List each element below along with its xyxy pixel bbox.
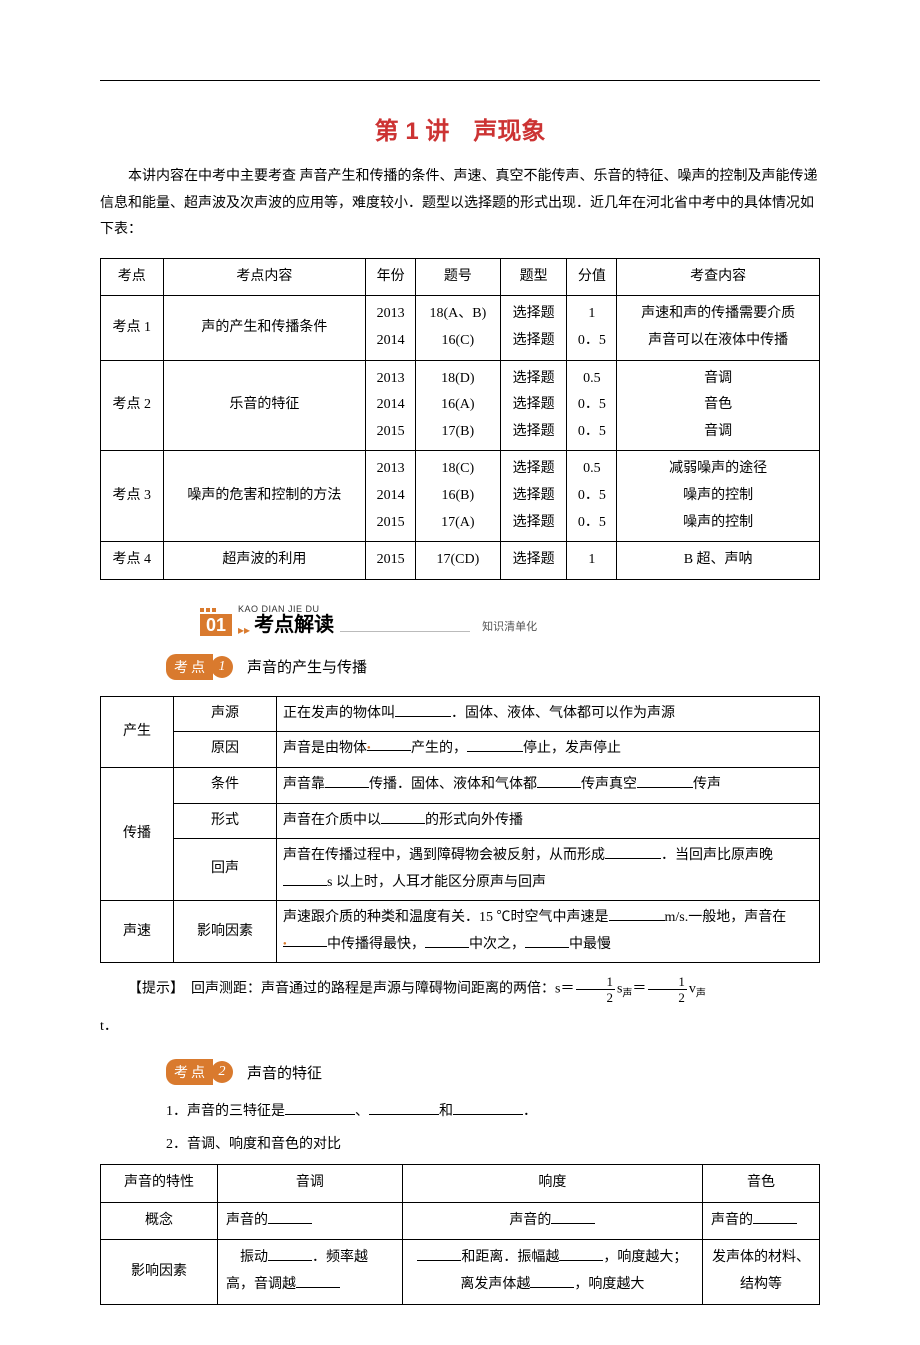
cell-r1: 正在发声的物体叫．固体、液体、气体都可以作为声源 bbox=[277, 696, 820, 732]
table-cell: 声速和声的传播需要介质声音可以在液体中传播 bbox=[617, 296, 820, 360]
cell-reason: 原因 bbox=[174, 732, 277, 768]
table-cell: 18(D)16(A)17(B) bbox=[416, 360, 501, 451]
kd-label: 考点 bbox=[166, 1059, 213, 1085]
exam-table: 考点 考点内容 年份 题号 题型 分值 考查内容 考点 1声的产生和传播条件20… bbox=[100, 258, 820, 580]
badge-title: 考点解读 bbox=[254, 614, 334, 636]
cell-form: 形式 bbox=[174, 803, 277, 839]
badge-number: 01 bbox=[200, 614, 232, 636]
cmp-h2: 响度 bbox=[402, 1165, 702, 1203]
table-cell: 0.50．50．5 bbox=[567, 360, 617, 451]
table-row: 考点 4超声波的利用201517(CD)选择题1B 超、声呐 bbox=[101, 542, 820, 580]
table-cell: 18(C)16(B)17(A) bbox=[416, 451, 501, 542]
table-cell: 噪声的危害和控制的方法 bbox=[163, 451, 366, 542]
kd2-badge: 考点 2 声音的特征 bbox=[166, 1059, 322, 1085]
cmp-r2c: 发声体的材料、结构等 bbox=[702, 1240, 819, 1304]
table-cell: 17(CD) bbox=[416, 542, 501, 580]
cmp-r1b: 声音的 bbox=[402, 1202, 702, 1240]
cell-condition: 条件 bbox=[174, 767, 277, 803]
table-cell: B 超、声呐 bbox=[617, 542, 820, 580]
th-num: 题号 bbox=[416, 258, 501, 296]
cmp-h0: 声音的特性 bbox=[101, 1165, 218, 1203]
cell-source: 声源 bbox=[174, 696, 277, 732]
kd2-line1: 1．声音的三特征是、和． bbox=[166, 1099, 820, 1126]
kd2-line2: 2．音调、响度和音色的对比 bbox=[166, 1132, 820, 1159]
badge-arrows-icon: ▸▸ bbox=[238, 624, 250, 636]
cell-echo: 回声 bbox=[174, 839, 277, 901]
table-row: 考点 3噪声的危害和控制的方法20132014201518(C)16(B)17(… bbox=[101, 451, 820, 542]
table-row: 考点 1声的产生和传播条件2013201418(A、B)16(C)选择题选择题1… bbox=[101, 296, 820, 360]
th-score: 分值 bbox=[567, 258, 617, 296]
table-cell: 201320142015 bbox=[366, 360, 416, 451]
table-cell: 20132014 bbox=[366, 296, 416, 360]
top-rule bbox=[100, 80, 820, 81]
kd2-title: 声音的特征 bbox=[247, 1062, 322, 1083]
tip-paragraph-2: t． bbox=[100, 1014, 820, 1041]
table-cell: 201320142015 bbox=[366, 451, 416, 542]
cell-propagate: 传播 bbox=[101, 767, 174, 900]
th-desc: 考查内容 bbox=[617, 258, 820, 296]
th-type: 题型 bbox=[500, 258, 567, 296]
table-cell: 音调音色音调 bbox=[617, 360, 820, 451]
lecture-title: 第 1 讲 声现象 bbox=[100, 111, 820, 146]
table-cell: 选择题选择题选择题 bbox=[500, 451, 567, 542]
table-cell: 考点 2 bbox=[101, 360, 164, 451]
cmp-r1a: 声音的 bbox=[218, 1202, 403, 1240]
table-header-row: 考点 考点内容 年份 题号 题型 分值 考查内容 bbox=[101, 258, 820, 296]
th-content: 考点内容 bbox=[163, 258, 366, 296]
th-year: 年份 bbox=[366, 258, 416, 296]
kd-number: 1 bbox=[211, 656, 233, 678]
kd1-title: 声音的产生与传播 bbox=[247, 656, 367, 677]
table-cell: 考点 1 bbox=[101, 296, 164, 360]
cell-r3: 声音靠传播．固体、液体和气体都传声真空传声 bbox=[277, 767, 820, 803]
table-cell: 0.50．50．5 bbox=[567, 451, 617, 542]
cell-speed: 声速 bbox=[101, 901, 174, 963]
table-cell: 超声波的利用 bbox=[163, 542, 366, 580]
table-row: 考点 2乐音的特征20132014201518(D)16(A)17(B)选择题选… bbox=[101, 360, 820, 451]
badge-pinyin: KAO DIAN JIE DU bbox=[238, 604, 334, 614]
cell-r4: 声音在介质中以的形式向外传播 bbox=[277, 803, 820, 839]
cell-r6: 声速跟介质的种类和温度有关．15 ℃时空气中声速是m/s.一般地，声音在●中传播… bbox=[277, 901, 820, 963]
th-kd: 考点 bbox=[101, 258, 164, 296]
cmp-r1c: 声音的 bbox=[702, 1202, 819, 1240]
cmp-r2k: 影响因素 bbox=[101, 1240, 218, 1304]
table-cell: 选择题 bbox=[500, 542, 567, 580]
kd-label: 考点 bbox=[166, 654, 213, 680]
badge-subtitle: 知识清单化 bbox=[482, 618, 537, 634]
cell-r2: 声音是由物体●产生的，停止，发声停止 bbox=[277, 732, 820, 768]
tip-paragraph: 【提示】 回声测距：声音通过的路程是声源与障碍物间距离的两倍：s＝12s声＝12… bbox=[100, 975, 820, 1004]
table-cell: 18(A、B)16(C) bbox=[416, 296, 501, 360]
cmp-r2b: 和距离．振幅越，响度越大；离发声体越，响度越大 bbox=[402, 1240, 702, 1304]
cmp-h1: 音调 bbox=[218, 1165, 403, 1203]
table-cell: 声的产生和传播条件 bbox=[163, 296, 366, 360]
cmp-r2a: 振动．频率越高，音调越 bbox=[218, 1240, 403, 1304]
cell-r5: 声音在传播过程中，遇到障碍物会被反射，从而形成．当回声比原声晚s 以上时，人耳才… bbox=[277, 839, 820, 901]
table-cell: 2015 bbox=[366, 542, 416, 580]
table-cell: 减弱噪声的途径噪声的控制噪声的控制 bbox=[617, 451, 820, 542]
intro-paragraph: 本讲内容在中考中主要考查 声音产生和传播的条件、声速、真空不能传声、乐音的特征、… bbox=[100, 164, 820, 244]
cell-produce: 产生 bbox=[101, 696, 174, 767]
table-cell: 选择题选择题选择题 bbox=[500, 360, 567, 451]
table-cell: 考点 4 bbox=[101, 542, 164, 580]
cmp-r1k: 概念 bbox=[101, 1202, 218, 1240]
kd-number: 2 bbox=[211, 1061, 233, 1083]
table-cell: 考点 3 bbox=[101, 451, 164, 542]
table-cell: 10．5 bbox=[567, 296, 617, 360]
kd2-compare-table: 声音的特性 音调 响度 音色 概念 声音的 声音的 声音的 影响因素 振动．频率… bbox=[100, 1164, 820, 1304]
table-cell: 1 bbox=[567, 542, 617, 580]
table-cell: 乐音的特征 bbox=[163, 360, 366, 451]
cmp-h3: 音色 bbox=[702, 1165, 819, 1203]
cell-factor: 影响因素 bbox=[174, 901, 277, 963]
table-cell: 选择题选择题 bbox=[500, 296, 567, 360]
kd1-table: 产生 声源 正在发声的物体叫．固体、液体、气体都可以作为声源 原因 声音是由物体… bbox=[100, 696, 820, 964]
section-badge: 01 KAO DIAN JIE DU ▸▸ 考点解读 知识清单化 bbox=[200, 604, 820, 636]
kd1-badge: 考点 1 声音的产生与传播 bbox=[166, 654, 367, 680]
